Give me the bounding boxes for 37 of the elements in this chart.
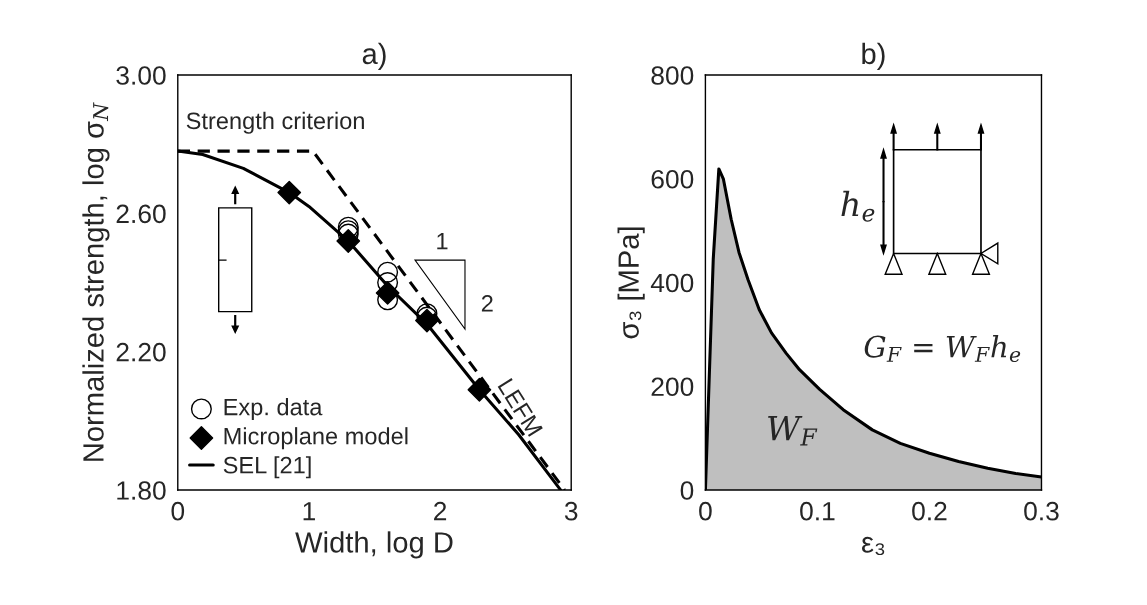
y-axis-title: σ₃ [MPa]: [617, 227, 645, 339]
x-tick-label: 2: [434, 501, 447, 521]
y-tick-label: 1.80: [117, 481, 166, 500]
annotation: 2: [481, 295, 493, 312]
y-tick-label: 200: [651, 377, 694, 397]
x-axis-title: ε₃: [862, 536, 885, 556]
y-tick-label: 400: [650, 273, 694, 293]
chart-title: b): [862, 42, 885, 70]
point: [277, 180, 302, 205]
annotation: h$_{e}$: [841, 190, 875, 222]
x-tick-label: 1: [303, 502, 315, 521]
legend-label: SEL [21]: [223, 456, 311, 479]
legend-label: Microplane model: [224, 427, 408, 450]
x-axis-title: Width, log D: [295, 531, 453, 559]
x-tick-label: 0.1: [800, 501, 835, 521]
y-tick-label: 0: [680, 481, 694, 500]
y-tick-label: 800: [651, 66, 694, 85]
y-tick-label: 600: [651, 169, 694, 189]
x-tick-label: 3: [564, 501, 578, 521]
y-tick-label: 2.60: [116, 204, 166, 224]
annotation: W$_{F}$: [768, 415, 818, 446]
x-tick-label: 0.2: [912, 501, 947, 521]
annotation: G$_{F}$ = W$_{F}$h$_{e}$: [864, 335, 1021, 363]
legend-label: Exp. data: [224, 398, 323, 421]
y-tick-label: 2.20: [116, 342, 166, 362]
x-tick-label: 0.3: [1024, 501, 1059, 521]
point: [336, 229, 361, 253]
chart-title: a): [362, 42, 386, 70]
point: [375, 281, 400, 305]
y-tick-label: 3.00: [116, 66, 166, 85]
point: [467, 377, 492, 402]
point: [415, 308, 439, 333]
x-tick-label: 0: [171, 501, 185, 521]
y-axis-title: Normalized strength, log σ$_{N}$: [82, 102, 110, 461]
annotation: 1: [437, 233, 448, 250]
x-tick-label: 0: [699, 501, 712, 521]
annotation: Strength criterion: [186, 111, 364, 134]
